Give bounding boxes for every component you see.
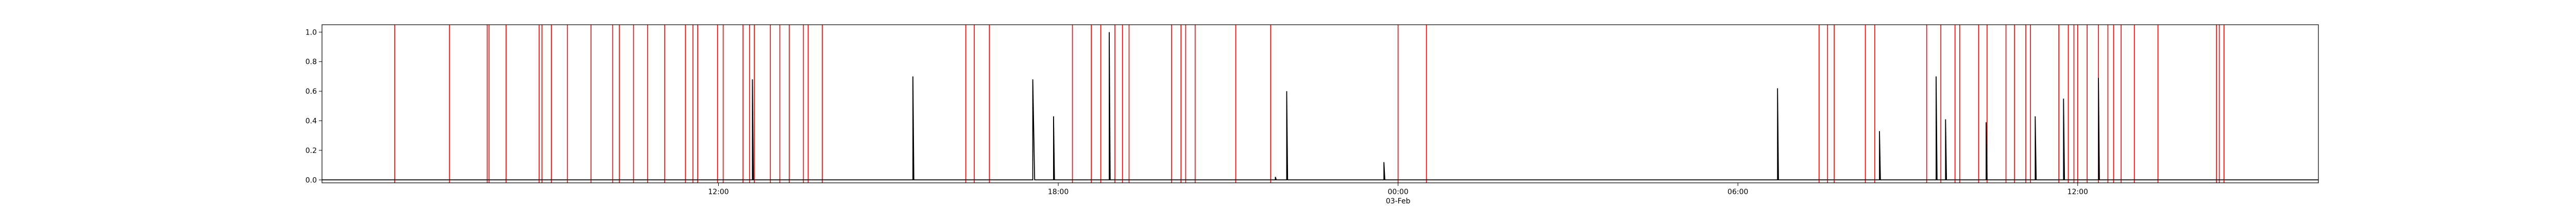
y-tick-label: 0.2 — [306, 147, 317, 155]
x-tick-label: 00:00 — [1387, 188, 1408, 196]
x-tick-date-label: 03-Feb — [1386, 197, 1411, 205]
y-tick-label: 0.8 — [306, 58, 317, 66]
x-tick-label: 12:00 — [708, 188, 728, 196]
x-tick-label: 18:00 — [1048, 188, 1069, 196]
x-tick-label: 06:00 — [1727, 188, 1748, 196]
event-lines-layer — [394, 25, 2225, 183]
series-line — [322, 32, 2318, 181]
x-tick-label: 12:00 — [2067, 188, 2088, 196]
y-tick-label: 0.0 — [306, 176, 317, 184]
y-tick-label: 1.0 — [306, 28, 317, 37]
series-layer — [322, 32, 2318, 181]
y-axis-ticks: 0.0 0.2 0.4 0.6 0.8 1.0 — [306, 28, 322, 184]
plot-area-frame — [321, 24, 2319, 183]
y-tick-label: 0.6 — [306, 88, 317, 96]
y-tick-label: 0.4 — [306, 117, 317, 125]
